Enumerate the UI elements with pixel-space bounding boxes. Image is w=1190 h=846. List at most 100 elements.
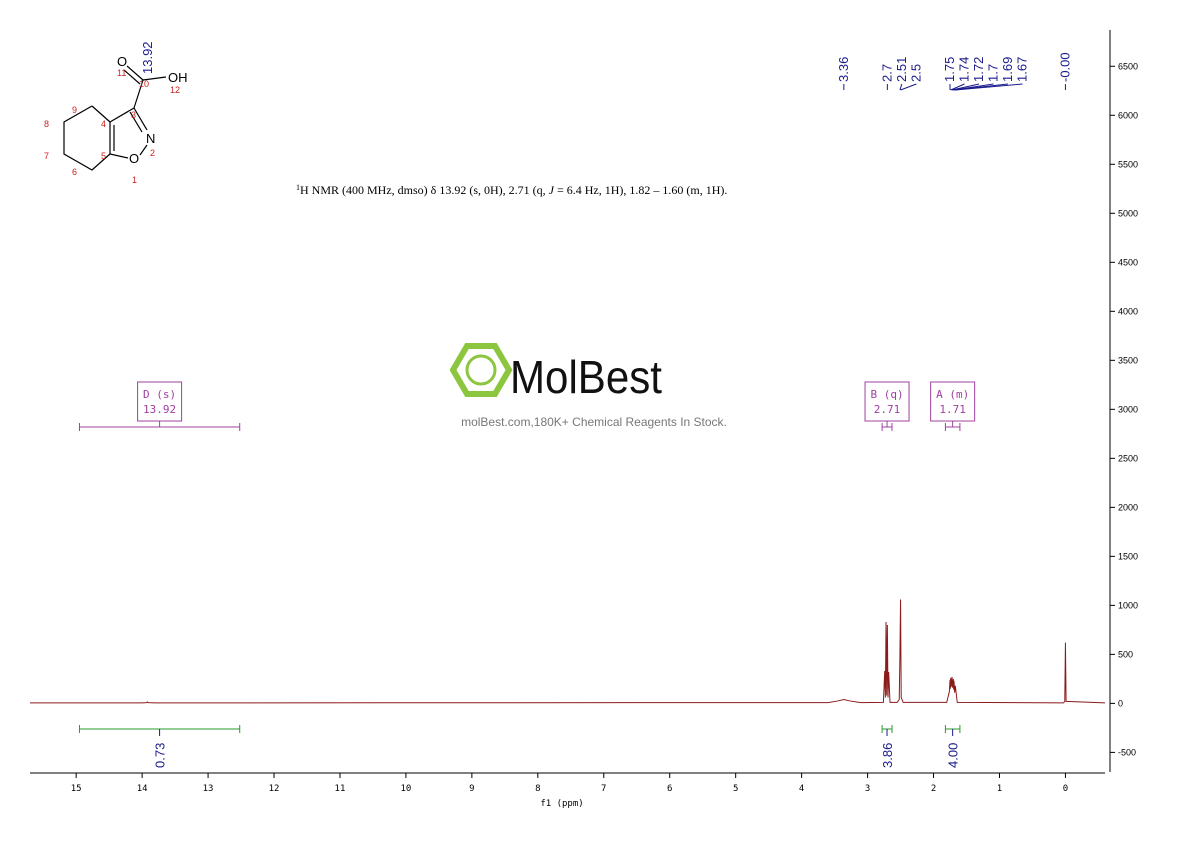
y-tick-label: -500	[1118, 747, 1136, 757]
peak-label: 1.75	[942, 57, 957, 82]
y-tick-label: 4500	[1118, 257, 1138, 267]
y-tick-label: 5500	[1118, 159, 1138, 169]
integral-label: 3.86	[880, 743, 895, 768]
bond	[133, 79, 144, 109]
atom-numbers: 1 2 3 4 5 6 7 8 9 10 11 12	[44, 68, 180, 185]
atom-number: 2	[150, 148, 155, 158]
bond	[129, 111, 143, 133]
multiplet-box	[864, 381, 910, 422]
chart-title: 1H NMR (400 MHz, dmso) δ 13.92 (s, 0H), …	[296, 183, 727, 197]
atom-number: 11	[117, 68, 126, 78]
x-tick-label: 8	[535, 784, 540, 794]
y-tick-label: 3500	[1118, 355, 1138, 365]
logo-ring	[465, 354, 497, 386]
x-tick-label: 0	[1063, 784, 1068, 794]
x-tick-label: 5	[733, 784, 738, 794]
peak-label: 3.36	[836, 57, 851, 82]
x-tick-label: 11	[335, 784, 346, 794]
x-tick-label: 6	[667, 784, 672, 794]
structure-bonds	[63, 65, 167, 171]
bond	[109, 153, 129, 159]
watermark-brand: MolBest	[510, 351, 662, 403]
x-tick-label: 3	[865, 784, 870, 794]
atom-number: 10	[139, 79, 149, 89]
peak-connector	[950, 83, 965, 91]
atom-number: 8	[44, 119, 49, 129]
shift-label: 13.92	[140, 41, 155, 74]
peak-connector	[899, 83, 903, 91]
atom-number: 4	[101, 119, 106, 129]
peak-label: -0.00	[1057, 52, 1072, 82]
x-tick-label: 15	[71, 784, 82, 794]
atom-number: 9	[72, 105, 77, 115]
bond	[63, 105, 111, 171]
integral-label: 4.00	[946, 743, 961, 768]
peak-connector	[951, 83, 980, 91]
bond	[133, 107, 148, 131]
y-tick-label: 6000	[1118, 110, 1138, 120]
title-italic: J	[549, 183, 555, 197]
multiplet-shift: 2.71	[874, 403, 901, 416]
atom-number: 12	[170, 85, 180, 95]
y-tick-label: 2500	[1118, 453, 1138, 463]
peak-connector	[955, 83, 1023, 91]
atom: OH	[168, 70, 188, 85]
peak-label: 1.7	[986, 64, 1001, 82]
spectrum-line	[30, 599, 1106, 704]
peak-label: 1.72	[971, 57, 986, 82]
multiplet-name: B (q)	[870, 388, 903, 401]
multiplet-name: D (s)	[143, 388, 176, 401]
atom: N	[146, 131, 155, 146]
atom: O	[129, 151, 139, 166]
x-tick-label: 10	[400, 784, 411, 794]
x-tick-label: 2	[931, 784, 936, 794]
multiplet-shift: 1.71	[939, 403, 966, 416]
y-tick-label: 500	[1118, 649, 1133, 659]
y-tick-label: 3000	[1118, 404, 1138, 414]
y-tick-label: 1000	[1118, 600, 1138, 610]
multiplet-shift: 13.92	[143, 403, 176, 416]
atom-number: 5	[101, 151, 106, 161]
atom-number: 3	[131, 110, 136, 120]
x-tick-label: 4	[799, 784, 804, 794]
x-tick-label: 12	[269, 784, 280, 794]
bond	[109, 107, 135, 123]
peak-label: 1.67	[1015, 57, 1030, 82]
atom-number: 7	[44, 151, 49, 161]
watermark-tagline: molBest.com,180K+ Chemical Reagents In S…	[461, 415, 727, 429]
bond	[126, 65, 144, 81]
multiplet-box	[137, 381, 183, 422]
title-text: H NMR (400 MHz, dmso) δ 13.92 (s, 0H), 2…	[300, 183, 549, 197]
x-tick-label: 14	[137, 784, 148, 794]
atom-number: 1	[132, 175, 137, 185]
bond	[91, 105, 111, 123]
logo-hexagon	[449, 343, 513, 397]
multiplet-name: A (m)	[936, 388, 969, 401]
watermark: MolBest molBest.com,180K+ Chemical Reage…	[449, 343, 727, 429]
x-tick-label: 7	[601, 784, 606, 794]
atom: O	[117, 54, 127, 69]
title-sup: 1	[296, 183, 300, 192]
bond	[123, 69, 141, 85]
y-tick-label: 0	[1118, 698, 1123, 708]
y-tick-label: 1500	[1118, 551, 1138, 561]
atom-labels: O OH N O	[117, 54, 188, 166]
peak-label: 2.51	[894, 57, 909, 82]
bond	[139, 144, 148, 156]
bond	[142, 76, 167, 81]
multiplet-box	[930, 381, 976, 422]
x-tick-label: 1	[997, 784, 1002, 794]
y-tick-label: 5000	[1118, 208, 1138, 218]
peak-label: 1.69	[1000, 57, 1015, 82]
x-tick-label: 13	[203, 784, 214, 794]
peak-label: 1.74	[957, 57, 972, 82]
x-tick-label: 9	[469, 784, 474, 794]
peak-connector	[900, 83, 917, 91]
y-tick-label: 2000	[1118, 502, 1138, 512]
y-tick-label: 6500	[1118, 61, 1138, 71]
peak-label: 2.7	[879, 64, 894, 82]
peak-label: 2.5	[908, 64, 923, 82]
y-tick-label: 4000	[1118, 306, 1138, 316]
